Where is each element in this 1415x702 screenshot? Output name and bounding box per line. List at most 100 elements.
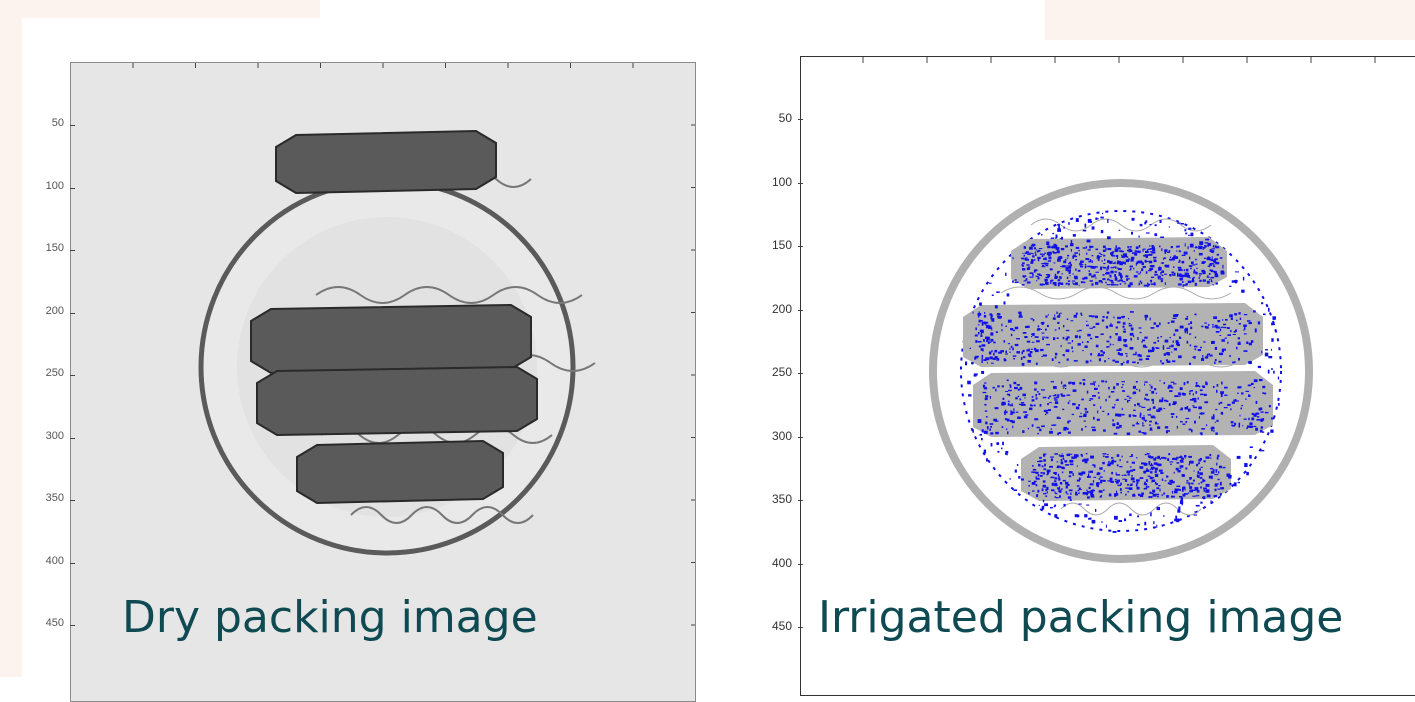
liquid-speck [1116, 383, 1119, 386]
liquid-speck [1107, 463, 1111, 467]
liquid-speck [989, 428, 991, 431]
liquid-speck [1113, 432, 1118, 435]
liquid-speck [1100, 266, 1103, 270]
liquid-speck [1264, 411, 1269, 414]
liquid-speck [1150, 327, 1155, 329]
liquid-speck [1126, 470, 1131, 474]
liquid-speck [1096, 256, 1101, 259]
liquid-speck [1003, 340, 1006, 343]
liquid-speck [1085, 258, 1090, 261]
liquid-speck [1150, 283, 1155, 285]
liquid-speck [1176, 344, 1180, 347]
liquid-speck [1086, 491, 1090, 494]
liquid-speck [1074, 514, 1079, 518]
liquid-speck [1045, 414, 1047, 416]
liquid-speck [1167, 354, 1170, 356]
liquid-speck [1157, 426, 1161, 430]
liquid-speck [1209, 278, 1211, 281]
liquid-speck [1032, 319, 1035, 322]
right-y-tick-300: 300 [771, 428, 792, 443]
liquid-speck [1143, 488, 1146, 490]
liquid-speck [1181, 223, 1184, 225]
liquid-speck [1181, 504, 1183, 506]
liquid-speck [1111, 471, 1113, 475]
liquid-speck [1037, 258, 1040, 262]
liquid-speck [1137, 273, 1141, 275]
liquid-speck [1161, 274, 1164, 277]
liquid-speck [1199, 432, 1202, 434]
liquid-speck [1052, 251, 1055, 253]
liquid-speck [1178, 392, 1181, 395]
liquid-speck [1220, 487, 1224, 490]
liquid-speck [1209, 263, 1214, 265]
liquid-speck [1136, 479, 1140, 482]
liquid-speck [1215, 326, 1220, 329]
liquid-speck [1031, 424, 1034, 427]
liquid-speck [1015, 411, 1019, 413]
liquid-speck [1203, 393, 1207, 396]
liquid-speck [1193, 514, 1198, 516]
liquid-speck [1072, 350, 1074, 353]
liquid-speck [998, 351, 1002, 354]
liquid-speck [1063, 325, 1065, 328]
liquid-speck [1204, 242, 1209, 244]
liquid-speck [1215, 331, 1220, 333]
liquid-speck [1109, 279, 1112, 281]
liquid-speck [978, 345, 982, 348]
liquid-speck [1188, 455, 1192, 458]
liquid-speck [986, 416, 988, 418]
liquid-speck [1097, 354, 1101, 357]
liquid-speck [1127, 284, 1131, 288]
liquid-speck [1032, 273, 1034, 277]
liquid-speck [1260, 449, 1265, 452]
liquid-speck [1145, 256, 1148, 258]
left-y-tick-450: 450 [45, 617, 64, 629]
liquid-speck [1135, 246, 1139, 249]
liquid-speck [1070, 492, 1072, 495]
liquid-speck [1058, 327, 1060, 330]
liquid-speck [1050, 246, 1054, 249]
liquid-speck [1091, 260, 1093, 263]
liquid-speck [1012, 280, 1014, 283]
liquid-speck [1150, 276, 1155, 278]
liquid-speck [1133, 415, 1137, 417]
liquid-speck [1213, 265, 1216, 268]
liquid-speck [1156, 487, 1160, 490]
liquid-speck [1112, 419, 1114, 422]
liquid-speck [1068, 222, 1070, 225]
liquid-speck [1086, 504, 1090, 506]
liquid-speck [1147, 486, 1150, 488]
liquid-speck [1109, 274, 1112, 278]
liquid-speck [1177, 395, 1181, 397]
liquid-speck [1192, 356, 1194, 358]
liquid-speck [1095, 248, 1099, 251]
liquid-speck [1102, 249, 1105, 252]
liquid-speck [1052, 246, 1055, 249]
liquid-speck [1143, 284, 1148, 287]
liquid-speck [1068, 453, 1070, 456]
liquid-speck [1097, 484, 1099, 488]
liquid-speck [1001, 447, 1003, 450]
liquid-speck [1231, 424, 1234, 426]
liquid-speck [1074, 283, 1078, 285]
liquid-speck [1251, 417, 1255, 421]
liquid-speck [1059, 238, 1063, 240]
liquid-speck [1140, 281, 1143, 285]
liquid-speck [1107, 278, 1110, 281]
liquid-speck [1206, 276, 1210, 278]
liquid-speck [991, 350, 993, 353]
liquid-speck [1134, 252, 1138, 256]
liquid-speck [1022, 349, 1025, 353]
liquid-speck [1209, 269, 1212, 272]
liquid-speck [1013, 408, 1015, 411]
liquid-speck [1043, 262, 1047, 265]
liquid-speck [1127, 491, 1130, 493]
liquid-speck [1186, 381, 1189, 384]
liquid-speck [1009, 420, 1013, 422]
liquid-speck [1010, 413, 1013, 415]
liquid-speck [1188, 265, 1193, 267]
liquid-speck [1125, 479, 1128, 482]
liquid-speck [1189, 489, 1193, 493]
liquid-speck [1043, 453, 1046, 457]
liquid-speck [1031, 471, 1035, 473]
